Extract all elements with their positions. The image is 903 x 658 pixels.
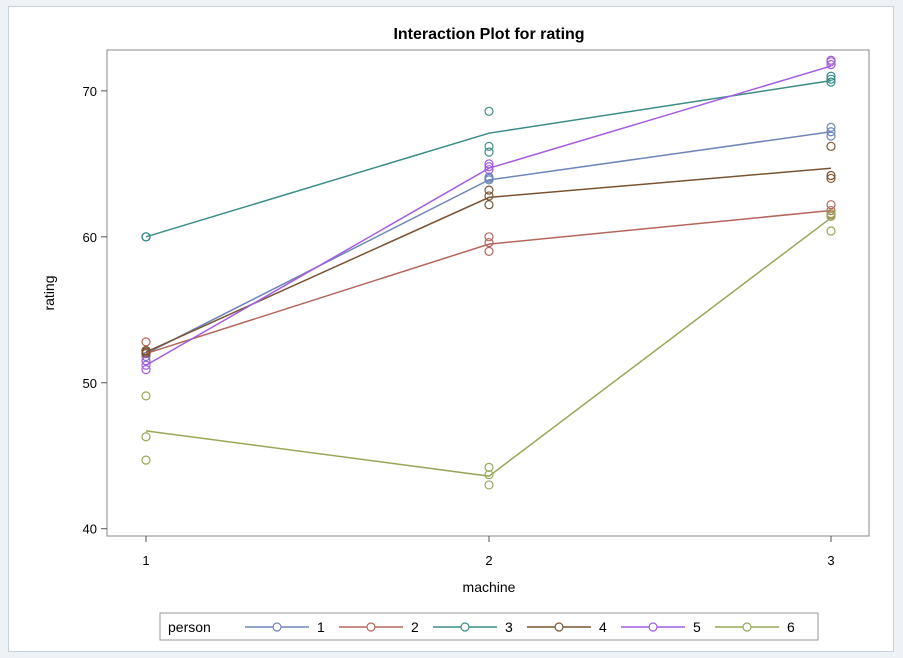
legend-label: 4 — [599, 619, 607, 635]
legend-marker — [460, 622, 470, 632]
legend-label: 1 — [317, 619, 325, 635]
data-point — [484, 232, 494, 242]
data-point — [484, 172, 494, 182]
data-point — [484, 200, 494, 210]
y-tick-label: 40 — [83, 522, 97, 537]
data-point — [826, 131, 836, 141]
data-point — [141, 455, 151, 465]
data-point — [141, 356, 151, 366]
legend-item-6: 6 — [715, 619, 795, 635]
series-6 — [141, 208, 836, 490]
data-point — [826, 55, 836, 65]
x-tick-label: 1 — [142, 553, 149, 568]
data-point — [484, 165, 494, 175]
legend-item-3: 3 — [433, 619, 513, 635]
series-line — [145, 209, 832, 355]
legend-label: 2 — [411, 619, 419, 635]
y-tick-label: 50 — [83, 376, 97, 391]
data-point — [826, 226, 836, 236]
data-point — [826, 173, 836, 184]
data-point — [826, 127, 836, 137]
data-point — [484, 238, 494, 248]
y-tick-label: 70 — [83, 84, 97, 99]
legend-marker — [648, 622, 658, 632]
legend-marker — [366, 622, 376, 632]
data-point — [484, 106, 494, 116]
data-point — [141, 346, 151, 356]
chart-title: Interaction Plot for rating — [393, 26, 584, 43]
data-point — [826, 59, 836, 70]
legend-label: 3 — [505, 619, 513, 635]
data-point — [484, 470, 494, 480]
legend-item-5: 5 — [621, 619, 701, 635]
series-line — [145, 79, 832, 238]
data-point — [826, 71, 836, 81]
legend-item-1: 1 — [245, 619, 325, 635]
data-point — [484, 246, 494, 257]
y-tick-label: 60 — [83, 230, 97, 245]
data-point — [826, 74, 836, 84]
series-line — [145, 167, 832, 353]
series-4 — [141, 141, 836, 359]
data-point — [141, 360, 151, 370]
data-point — [141, 432, 151, 442]
legend-title: person — [168, 619, 211, 635]
data-point — [484, 185, 494, 195]
data-point — [826, 200, 836, 210]
data-point — [141, 391, 151, 401]
series-line — [145, 217, 832, 477]
data-point — [141, 337, 151, 347]
series-layer — [141, 55, 836, 490]
series-5 — [141, 55, 836, 375]
series-line — [145, 130, 832, 355]
x-tick-label: 3 — [827, 553, 834, 568]
data-point — [826, 170, 836, 181]
data-point — [484, 191, 494, 201]
data-point — [141, 351, 151, 362]
x-axis-title: machine — [463, 579, 516, 595]
data-point — [826, 205, 836, 216]
legend-items: 1 2 3 4 5 6 — [245, 619, 795, 635]
data-point — [826, 211, 836, 221]
data-point — [484, 162, 494, 172]
data-point — [484, 141, 494, 151]
legend-marker — [272, 622, 282, 632]
data-point — [826, 77, 836, 87]
data-point — [826, 122, 836, 132]
plot-area — [106, 49, 870, 537]
data-point — [484, 159, 494, 169]
legend-marker — [742, 622, 752, 632]
series-3 — [141, 71, 836, 242]
legend-item-4: 4 — [527, 619, 607, 635]
data-point — [484, 462, 494, 473]
data-point — [826, 141, 836, 151]
data-point — [826, 208, 836, 219]
y-axis: 40 50 60 70 — [83, 84, 107, 537]
legend-label: 5 — [693, 619, 701, 635]
y-axis-title: rating — [41, 275, 57, 310]
legend-marker — [554, 622, 564, 632]
data-point — [141, 365, 151, 375]
x-tick-label: 2 — [485, 553, 492, 568]
data-point — [141, 232, 151, 242]
legend-label: 6 — [787, 619, 795, 635]
legend-item-2: 2 — [339, 619, 419, 635]
data-point — [484, 480, 494, 490]
x-axis: 1 2 3 — [142, 536, 835, 568]
data-point — [484, 147, 494, 157]
